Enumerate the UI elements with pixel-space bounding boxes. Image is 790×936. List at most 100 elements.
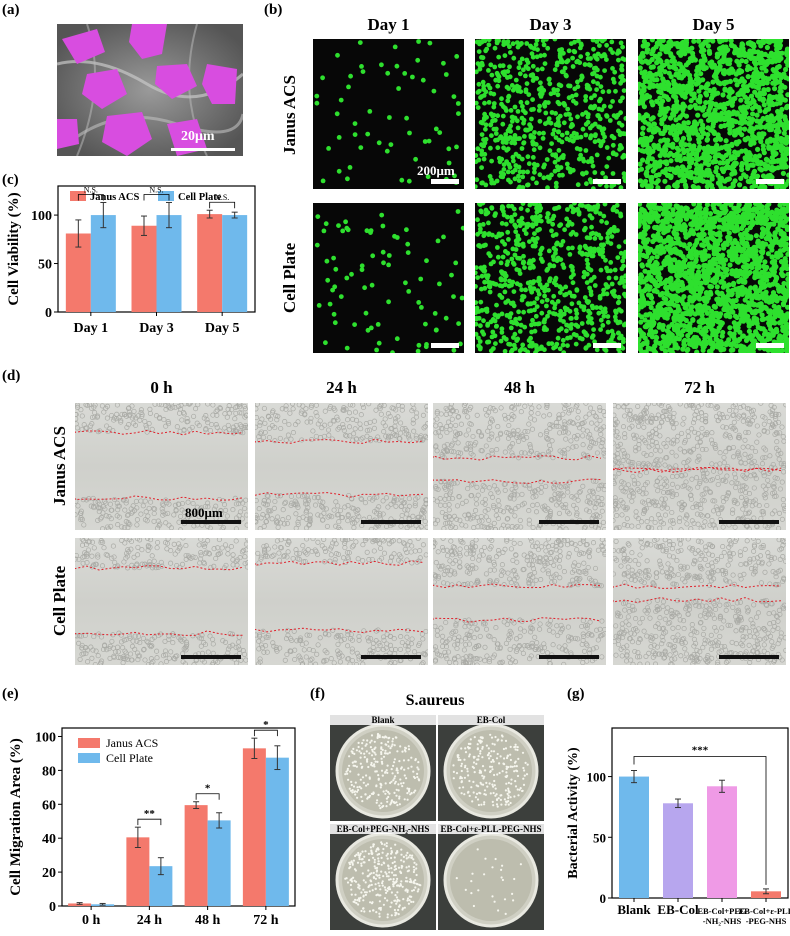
sem-scale-bar [171, 148, 235, 151]
migration-chart: 0 20 40 60 80 100 Cell Migration Area (%) 0 h 24… [8, 719, 296, 928]
scale-bar [719, 520, 779, 524]
y-tick-label: 50 [38, 258, 52, 273]
panel-a-label: (a) [2, 2, 20, 18]
panel-f-label: (f) [310, 686, 325, 702]
d-time-72: 72 h [684, 378, 715, 397]
significance-bracket [253, 729, 278, 737]
f-title: S.aureus [405, 692, 465, 709]
panel-g-label: (g) [567, 686, 585, 702]
plot-frame [611, 727, 789, 899]
sem-image: 20μm [57, 24, 243, 156]
scratch-edge-top [433, 583, 602, 589]
day5-header: Day 5 [692, 15, 735, 34]
y-tick-label: 100 [31, 209, 52, 224]
legend-swatch [78, 753, 100, 763]
bar [663, 803, 693, 898]
scale-bar [181, 520, 241, 524]
bar [242, 748, 266, 906]
legend-label: Janus ACS [106, 736, 158, 750]
bar [184, 805, 208, 906]
sem-scale-text: 20μm [181, 129, 215, 144]
scratch-image [433, 403, 606, 530]
petri-dish [443, 832, 539, 928]
fluor-plate-day5 [638, 203, 789, 353]
day1-header: Day 1 [367, 15, 410, 34]
scratch-edge-bottom [613, 597, 782, 603]
bar [156, 215, 182, 312]
scale-bar [593, 179, 621, 184]
agar [450, 839, 532, 921]
bar [619, 776, 649, 898]
significance-label: * [263, 719, 269, 731]
scale-bar [539, 520, 599, 524]
scratch-edge-bottom [433, 478, 602, 484]
x-tick-label: 48 h [195, 913, 221, 928]
bar [131, 225, 157, 312]
y-tick-label: 0 [45, 306, 52, 321]
fluor-janus-day5 [638, 39, 789, 189]
d-row-plate: Cell Plate [50, 565, 69, 637]
scratch-svg [255, 403, 428, 530]
y-tick-label: 100 [35, 730, 56, 745]
y-tick-label: 0 [600, 891, 607, 906]
scratch-edge-top [75, 565, 244, 571]
cell-cluster [638, 203, 789, 353]
petri-plate-photo: Blank [330, 715, 436, 821]
fluor-janus-day3 [475, 39, 626, 189]
petri-plate-photo: EB-Col [438, 715, 544, 821]
plate-label: Blank [330, 715, 436, 725]
scale-bar [593, 343, 621, 348]
petri-plate-photo: EB-Col+PEG-NH₂-NHS [330, 824, 436, 930]
fluor-plate-day1 [313, 203, 464, 353]
panel-b-label: (b) [264, 2, 283, 18]
x-tick-label: Blank [617, 902, 651, 917]
bar [197, 214, 223, 312]
legend-swatch [78, 738, 100, 748]
bar [207, 820, 231, 906]
significance-label: N.S. [149, 185, 163, 194]
legend-swatch [158, 191, 174, 201]
x-tick-label: EB-Col+PEG [697, 906, 747, 916]
petri-plate-photo: EB-Col+ε-PLL-PEG-NHS [438, 824, 544, 930]
x-tick-label: -NH₂-NHS [703, 916, 742, 926]
x-tick-label: EB-Col+ε-PLL [739, 906, 790, 916]
fluor-scale-text: 200μm [417, 163, 455, 178]
x-tick-label: EB-Col [657, 902, 699, 917]
viability-chart: 0 50 100 Cell Viability (%) Day 1 Day 3 Day 5 J… [6, 185, 256, 336]
plate-label: EB-Col+ε-PLL-PEG-NHS [438, 824, 544, 834]
petri-dish [335, 832, 431, 928]
d-time-0: 0 h [150, 378, 173, 397]
significance-bracket [195, 793, 220, 800]
scale-bar [756, 179, 784, 184]
x-tick-label: Day 3 [139, 321, 174, 336]
significance-label: N.S. [215, 193, 229, 202]
y-tick-label: 40 [42, 832, 56, 847]
scratch-image [613, 403, 786, 530]
scratch-edge-bottom [75, 630, 243, 636]
bar [751, 891, 781, 898]
scratch-edge-bottom [613, 466, 782, 474]
panel-d-label: (d) [2, 368, 21, 384]
scratch-image [255, 538, 428, 665]
scratch-svg [255, 538, 428, 665]
scale-bar [539, 655, 599, 659]
scratch-image [613, 538, 786, 665]
scratch-image [75, 538, 248, 665]
scratch-image [75, 403, 248, 530]
y-tick-label: 60 [42, 798, 56, 813]
scratch-edge-top [255, 438, 424, 444]
y-axis-label: Cell Migration Area (%) [8, 738, 24, 896]
x-tick-label: -PEG-NHS [746, 916, 787, 926]
scratch-svg [433, 538, 606, 665]
scratch-edge-top [255, 560, 424, 567]
fluor-scale-bar [431, 179, 459, 184]
scratch-edge-top [75, 429, 244, 436]
panel-c-label: (c) [2, 172, 19, 188]
scale-bar [361, 520, 421, 524]
bar [222, 215, 248, 312]
y-tick-label: 0 [49, 900, 56, 915]
scratch-image [433, 538, 606, 665]
plate-label: EB-Col+PEG-NH₂-NHS [330, 824, 436, 834]
scratch-svg [75, 538, 248, 665]
